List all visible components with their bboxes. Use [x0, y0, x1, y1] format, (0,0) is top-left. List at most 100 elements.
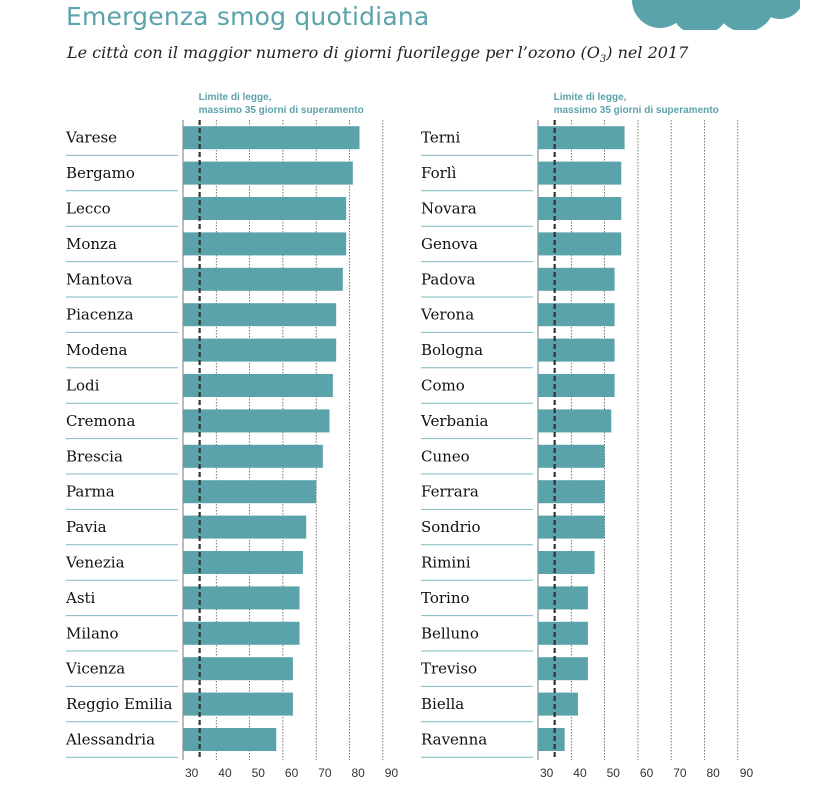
tick-label: 40 — [573, 766, 587, 780]
bar — [183, 480, 317, 504]
page-subtitle: Le città con il maggior numero di giorni… — [67, 43, 688, 65]
tick-label: 80 — [707, 766, 721, 780]
category-label: Como — [421, 377, 465, 395]
limit-label: massimo 35 giorni di superamento — [199, 105, 364, 116]
bar — [538, 621, 588, 645]
bar — [183, 551, 303, 574]
bar — [538, 444, 605, 468]
category-label: Reggio Emilia — [66, 695, 173, 713]
tick-label: 90 — [740, 766, 754, 780]
bar — [538, 197, 622, 220]
limit-label: massimo 35 giorni di superamento — [554, 105, 719, 116]
category-label: Rimini — [421, 554, 471, 572]
category-label: Mantova — [66, 270, 132, 288]
category-label: Parma — [66, 483, 115, 501]
category-label: Lecco — [66, 200, 111, 218]
category-label: Treviso — [421, 660, 477, 678]
bar — [538, 480, 605, 504]
bar — [183, 338, 337, 362]
tick-label: 70 — [673, 766, 687, 780]
bar — [538, 161, 622, 185]
bar — [538, 409, 612, 433]
bar — [183, 126, 360, 150]
tick-label: 50 — [607, 766, 621, 780]
category-label: Cremona — [66, 412, 135, 430]
chart-panel-1: Varese Bergamo Lecco Monza Mantova Piacenza Mo… — [65, 92, 398, 780]
category-label: Modena — [66, 341, 128, 359]
bar — [538, 657, 588, 681]
cloud-decoration — [632, 0, 800, 30]
tick-label: 60 — [285, 766, 299, 780]
category-label: Ferrara — [421, 483, 479, 501]
category-label: Monza — [66, 235, 117, 253]
category-label: Piacenza — [66, 306, 134, 324]
bar — [183, 161, 353, 185]
category-label: Terni — [421, 129, 461, 147]
category-label: Alessandria — [65, 731, 155, 749]
page-title: Emergenza smog quotidiana — [66, 2, 430, 31]
tick-label: 90 — [385, 766, 399, 780]
category-label: Forlì — [421, 164, 457, 182]
bar — [183, 692, 293, 716]
bar — [183, 728, 277, 751]
bar — [183, 621, 300, 645]
bar — [183, 409, 330, 433]
tick-label: 80 — [352, 766, 366, 780]
bar — [183, 267, 343, 291]
bar — [538, 303, 615, 327]
subtitle-suffix: ) nel 2017 — [606, 43, 689, 62]
category-label: Bergamo — [66, 164, 135, 182]
category-label: Cuneo — [421, 447, 470, 465]
category-label: Vicenza — [65, 660, 125, 678]
category-label: Ravenna — [421, 731, 487, 749]
category-label: Lodi — [66, 377, 100, 395]
tick-label: 60 — [640, 766, 654, 780]
bar — [538, 515, 605, 539]
bar — [183, 197, 347, 220]
bar — [538, 728, 565, 751]
tick-label: 30 — [185, 766, 199, 780]
bar — [183, 232, 347, 256]
bar — [538, 267, 615, 291]
category-label: Biella — [421, 695, 464, 713]
subtitle-subscript: 3 — [599, 54, 607, 66]
bar — [183, 515, 307, 539]
subtitle-text: Le città con il maggior numero di giorni… — [67, 43, 600, 62]
category-label: Verbania — [420, 412, 489, 430]
bar — [183, 444, 323, 468]
category-label: Verona — [420, 306, 474, 324]
chart-panel-2: Terni Forlì Novara Genova Padova Verona Bologn… — [420, 92, 753, 780]
bar — [538, 126, 625, 150]
category-label: Sondrio — [421, 518, 481, 536]
category-label: Pavia — [66, 518, 107, 536]
bar — [538, 586, 588, 610]
category-label: Brescia — [66, 447, 123, 465]
bar — [183, 303, 337, 327]
tick-label: 50 — [252, 766, 266, 780]
category-label: Bologna — [421, 341, 483, 359]
category-label: Varese — [65, 129, 117, 147]
tick-label: 40 — [218, 766, 232, 780]
category-label: Milano — [66, 624, 119, 642]
category-label: Asti — [65, 589, 96, 607]
bar — [538, 338, 615, 362]
limit-label: Limite di legge, — [199, 92, 272, 103]
category-label: Torino — [421, 589, 470, 607]
category-label: Genova — [421, 235, 478, 253]
bar — [538, 232, 622, 256]
bar — [183, 374, 333, 397]
category-label: Novara — [421, 200, 477, 218]
category-label: Venezia — [65, 554, 125, 572]
tick-label: 70 — [318, 766, 332, 780]
bar — [183, 657, 293, 681]
limit-label: Limite di legge, — [554, 92, 627, 103]
category-label: Padova — [421, 270, 475, 288]
bar — [538, 692, 578, 716]
bar — [538, 374, 615, 397]
category-label: Belluno — [421, 624, 479, 642]
tick-label: 30 — [540, 766, 554, 780]
bar — [183, 586, 300, 610]
bar — [538, 551, 595, 574]
